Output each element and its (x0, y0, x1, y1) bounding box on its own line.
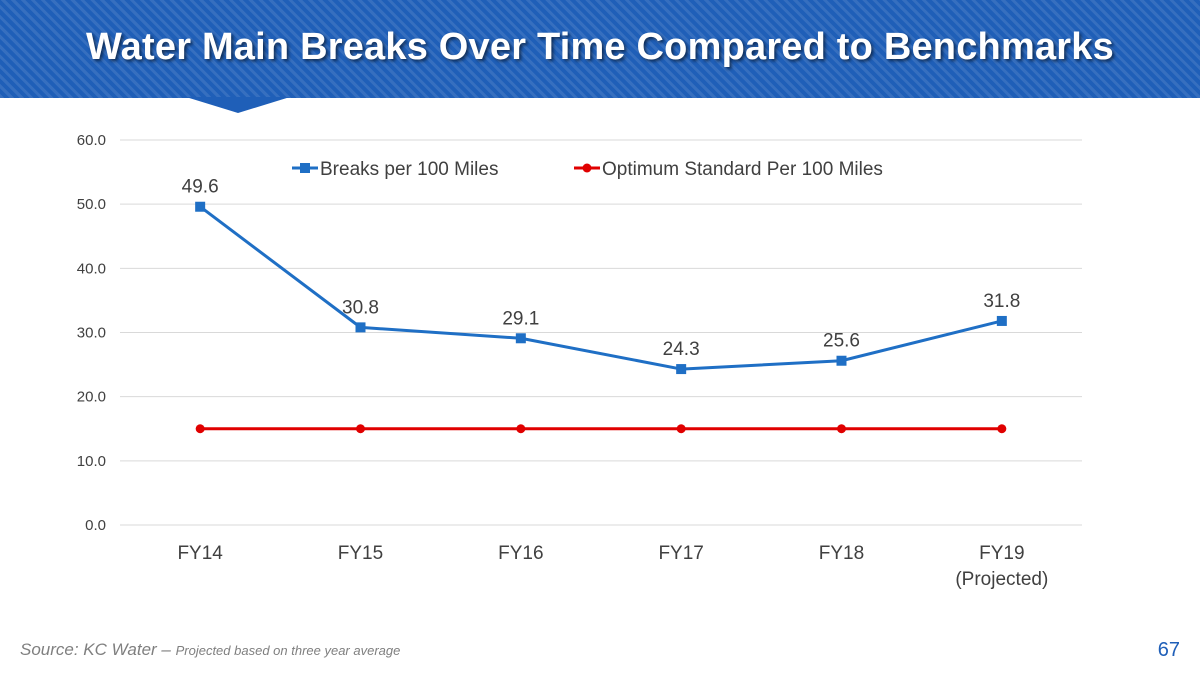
data-label: 29.1 (502, 308, 539, 329)
legend-label: Breaks per 100 Miles (320, 159, 498, 180)
data-point (356, 424, 365, 434)
legend-marker (582, 163, 592, 173)
page-number: 67 (1157, 639, 1180, 661)
y-tick-label: 10.0 (77, 453, 106, 470)
slide-title: Water Main Breaks Over Time Compared to … (86, 26, 1114, 68)
data-point (676, 424, 686, 434)
data-point (997, 424, 1007, 434)
data-point (515, 333, 526, 344)
x-tick-label: FY15 (338, 543, 383, 564)
data-point (195, 201, 206, 212)
x-tick-label: (Projected) (955, 569, 1048, 590)
data-point (836, 355, 847, 366)
x-tick-label: FY16 (498, 543, 543, 564)
y-tick-label: 20.0 (77, 389, 106, 406)
data-point (996, 315, 1007, 326)
y-tick-label: 0.0 (85, 517, 106, 534)
legend-marker (300, 163, 310, 173)
y-tick-label: 60.0 (77, 132, 106, 149)
y-tick-label: 50.0 (77, 196, 106, 213)
source-detail: Projected based on three year average (175, 643, 401, 658)
data-label: 25.6 (823, 331, 860, 352)
data-label: 30.8 (342, 297, 379, 318)
title-banner-notch (186, 97, 290, 113)
data-label: 31.8 (983, 291, 1020, 312)
series-line-breaks (199, 205, 1003, 371)
data-label: 24.3 (663, 339, 700, 360)
data-label: 49.6 (182, 177, 219, 198)
y-tick-label: 30.0 (77, 325, 106, 342)
x-tick-label: FY18 (819, 543, 864, 564)
data-point (195, 424, 205, 434)
data-point (676, 364, 687, 375)
data-point (516, 424, 526, 434)
data-point (355, 322, 366, 333)
title-banner (0, 0, 1200, 98)
data-point (837, 424, 846, 434)
legend-label: Optimum Standard Per 100 Miles (602, 159, 883, 180)
source-note: Source: KC Water – Projected based on th… (20, 640, 400, 660)
x-tick-label: FY17 (658, 543, 703, 564)
y-tick-label: 40.0 (77, 260, 106, 277)
source-main: Source: KC Water – (20, 640, 176, 659)
x-tick-label: FY14 (177, 543, 223, 564)
x-tick-label: FY19 (979, 543, 1024, 564)
